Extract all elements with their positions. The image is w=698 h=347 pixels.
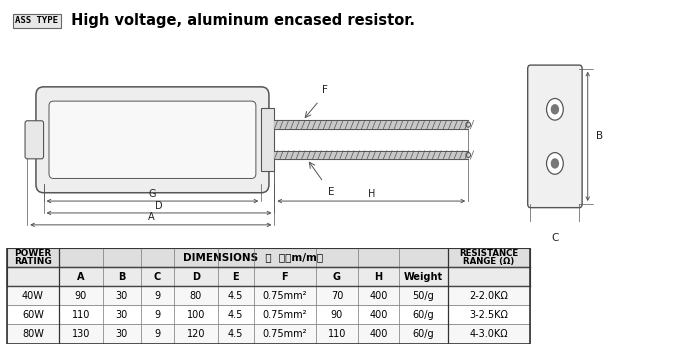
FancyBboxPatch shape [49,101,256,178]
Circle shape [551,105,558,114]
Text: RATING: RATING [14,257,52,266]
Text: 30: 30 [116,310,128,320]
Text: 9: 9 [154,291,161,301]
Text: 4.5: 4.5 [228,329,244,339]
Text: 80W: 80W [22,329,44,339]
Text: G: G [149,189,156,199]
FancyBboxPatch shape [25,121,43,159]
Circle shape [547,153,563,174]
Text: C: C [154,272,161,282]
Text: 60/g: 60/g [413,310,434,320]
Text: 60W: 60W [22,310,44,320]
Text: 0.75mm²: 0.75mm² [262,329,307,339]
Circle shape [547,99,563,120]
Text: 100: 100 [186,310,205,320]
Text: 3-2.5KΩ: 3-2.5KΩ [469,310,508,320]
Text: F: F [322,85,327,95]
Text: E: E [232,272,239,282]
Text: 9: 9 [154,329,161,339]
Circle shape [551,159,558,168]
Text: 0.75mm²: 0.75mm² [262,291,307,301]
Text: 9: 9 [154,310,161,320]
Text: H: H [374,272,383,282]
Text: D: D [192,272,200,282]
Text: G: G [333,272,341,282]
Bar [7,305,530,324]
Text: 40W: 40W [22,291,44,301]
Text: C: C [551,233,558,243]
Text: 400: 400 [369,329,387,339]
Text: 4.5: 4.5 [228,291,244,301]
Text: 130: 130 [72,329,90,339]
Text: D: D [155,201,163,211]
Bar [7,286,530,305]
Text: 30: 30 [116,291,128,301]
Text: 50/g: 50/g [413,291,434,301]
Text: 400: 400 [369,310,387,320]
Text: A: A [77,272,84,282]
Bar [7,267,530,286]
Text: F: F [281,272,288,282]
Text: B: B [118,272,126,282]
Text: 4.5: 4.5 [228,310,244,320]
Text: Weight: Weight [404,272,443,282]
Text: ASS TYPE: ASS TYPE [15,16,58,25]
Text: 80: 80 [190,291,202,301]
Text: RESISTANCE: RESISTANCE [459,249,518,258]
Text: 70: 70 [331,291,343,301]
Bar [7,324,530,344]
Text: B: B [596,132,603,141]
Text: RANGE (Ω): RANGE (Ω) [463,257,514,266]
Text: 90: 90 [75,291,87,301]
Text: 30: 30 [116,329,128,339]
Bar [7,248,530,344]
Text: 2-2.0KΩ: 2-2.0KΩ [469,291,508,301]
Text: POWER: POWER [15,249,52,258]
Text: 120: 120 [186,329,205,339]
Text: 90: 90 [331,310,343,320]
Text: 0.75mm²: 0.75mm² [262,310,307,320]
FancyBboxPatch shape [528,65,582,208]
Text: E: E [328,187,334,197]
Text: H: H [368,189,375,199]
FancyBboxPatch shape [36,87,269,193]
Bar [261,108,274,171]
Text: 400: 400 [369,291,387,301]
Text: High voltage, aluminum encased resistor.: High voltage, aluminum encased resistor. [66,13,415,28]
Text: DIMENSIONS  寸  法（m/m）: DIMENSIONS 寸 法（m/m） [184,253,323,263]
Text: A: A [147,212,154,222]
Text: 110: 110 [72,310,90,320]
Text: 60/g: 60/g [413,329,434,339]
Bar [7,248,530,267]
Text: 4-3.0KΩ: 4-3.0KΩ [469,329,508,339]
Text: 110: 110 [327,329,346,339]
